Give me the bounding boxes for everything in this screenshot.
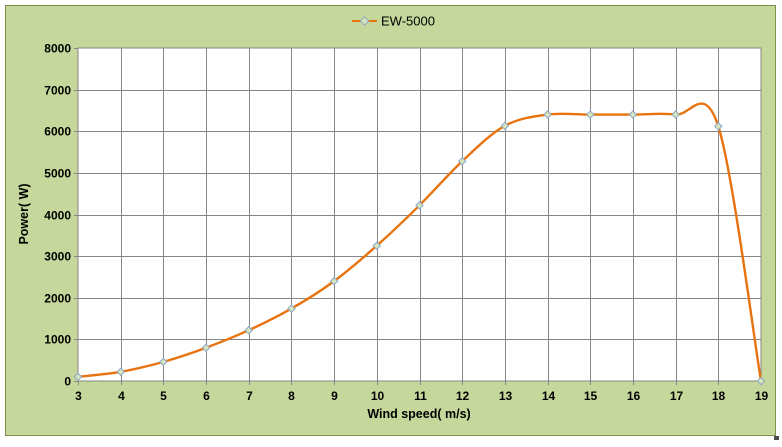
data-point-marker[interactable] bbox=[500, 121, 510, 131]
corner-mark bbox=[774, 436, 779, 440]
data-point-marker[interactable] bbox=[714, 121, 723, 131]
data-point-marker[interactable] bbox=[585, 110, 595, 119]
data-point-marker[interactable] bbox=[329, 276, 339, 286]
data-point-marker[interactable] bbox=[372, 241, 382, 251]
y-tick-label: 8000 bbox=[44, 42, 71, 56]
data-point-marker[interactable] bbox=[671, 110, 680, 119]
x-tick-label: 6 bbox=[203, 389, 210, 403]
x-tick-label: 16 bbox=[627, 389, 641, 403]
y-axis-title: Power( W) bbox=[17, 183, 31, 244]
x-tick-label: 4 bbox=[118, 389, 125, 403]
data-point-marker[interactable] bbox=[756, 376, 766, 386]
x-tick-label: 15 bbox=[584, 389, 598, 403]
data-point-marker[interactable] bbox=[244, 325, 254, 335]
y-tick-label: 2000 bbox=[44, 292, 71, 306]
x-tick-label: 14 bbox=[542, 389, 556, 403]
x-tick-label: 9 bbox=[331, 389, 338, 403]
plot-area[interactable] bbox=[78, 48, 761, 381]
y-tick-label: 6000 bbox=[44, 125, 71, 139]
data-point-marker[interactable] bbox=[73, 372, 83, 382]
y-tick-label: 7000 bbox=[44, 84, 71, 98]
axis-ticks bbox=[74, 48, 762, 385]
data-point-marker[interactable] bbox=[543, 110, 552, 119]
tick-labels: 3 4 5 6 7 8 9 10 11 12 13 14 15 16 17 18 19 0 1000 2000 3000… bbox=[44, 42, 768, 404]
x-tick-label: 3 bbox=[75, 389, 82, 403]
x-tick-label: 18 bbox=[712, 389, 726, 403]
legend[interactable]: EW-5000 bbox=[352, 14, 435, 29]
y-tick-label: 4000 bbox=[44, 209, 71, 223]
x-tick-label: 8 bbox=[288, 389, 295, 403]
x-tick-label: 10 bbox=[371, 389, 385, 403]
legend-label: EW-5000 bbox=[381, 14, 435, 29]
x-tick-label: 7 bbox=[246, 389, 253, 403]
y-tick-label: 5000 bbox=[44, 167, 71, 181]
x-tick-label: 19 bbox=[755, 389, 769, 403]
x-tick-label: 13 bbox=[499, 389, 513, 403]
gridlines bbox=[78, 48, 761, 381]
y-tick-label: 0 bbox=[64, 375, 71, 389]
data-point-marker[interactable] bbox=[628, 110, 638, 119]
x-axis-title: Wind speed( m/s) bbox=[367, 407, 470, 421]
data-point-marker[interactable] bbox=[287, 304, 296, 313]
data-point-marker[interactable] bbox=[116, 367, 125, 377]
data-point-marker[interactable] bbox=[159, 357, 168, 367]
data-point-marker[interactable] bbox=[415, 201, 424, 210]
y-tick-label: 1000 bbox=[44, 333, 71, 347]
data-point-marker[interactable] bbox=[457, 156, 467, 166]
data-point-marker[interactable] bbox=[201, 343, 211, 353]
x-tick-label: 17 bbox=[670, 389, 684, 403]
series-ew-5000[interactable] bbox=[73, 102, 766, 386]
legend-marker-icon bbox=[359, 16, 370, 26]
plot-border bbox=[77, 47, 762, 382]
x-tick-label: 12 bbox=[456, 389, 470, 403]
x-tick-label: 5 bbox=[160, 389, 167, 403]
y-tick-label: 3000 bbox=[44, 250, 71, 264]
x-tick-label: 11 bbox=[414, 389, 427, 403]
